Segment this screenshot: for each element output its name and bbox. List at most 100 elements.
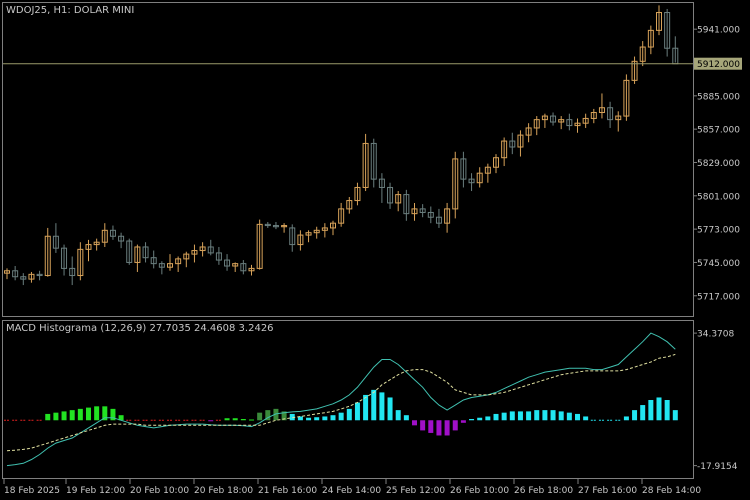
candle[interactable] <box>28 271 35 283</box>
candle[interactable] <box>615 111 622 132</box>
candle[interactable] <box>134 244 141 272</box>
candle[interactable] <box>501 137 508 167</box>
candle[interactable] <box>224 254 231 271</box>
candle[interactable] <box>297 230 304 251</box>
candle[interactable] <box>281 223 288 233</box>
candle[interactable] <box>77 242 84 281</box>
candle[interactable] <box>36 270 43 281</box>
candle[interactable] <box>444 202 451 233</box>
candle[interactable] <box>639 41 646 67</box>
candle[interactable] <box>61 244 68 276</box>
candle[interactable] <box>517 130 524 157</box>
candle[interactable] <box>525 123 532 143</box>
candle[interactable] <box>493 154 499 174</box>
histogram-bar <box>102 406 108 421</box>
candle[interactable] <box>476 167 483 188</box>
candle[interactable] <box>175 256 182 272</box>
candle[interactable] <box>256 219 263 270</box>
candle[interactable] <box>289 224 296 252</box>
candle[interactable] <box>387 182 394 209</box>
candle[interactable] <box>664 8 671 57</box>
candle[interactable] <box>452 151 459 219</box>
candle[interactable] <box>109 225 116 240</box>
candle[interactable] <box>582 113 589 128</box>
candle[interactable] <box>232 262 239 272</box>
candle[interactable] <box>167 254 173 271</box>
candle[interactable] <box>346 196 353 214</box>
candle[interactable] <box>101 223 108 247</box>
candle[interactable] <box>509 132 516 155</box>
candle-body <box>142 246 149 259</box>
histogram-bar <box>395 410 401 421</box>
histogram-bar <box>656 397 662 421</box>
candle[interactable] <box>460 151 467 188</box>
candle-body <box>574 122 581 127</box>
candle-body <box>126 240 133 263</box>
candle[interactable] <box>362 133 369 192</box>
candle-body <box>664 12 671 49</box>
candle[interactable] <box>215 246 222 265</box>
candle[interactable] <box>590 108 597 124</box>
histogram-bar <box>306 417 312 421</box>
histogram-bar <box>338 412 344 421</box>
time-tick-label: 24 Feb 14:00 <box>322 486 381 496</box>
candle[interactable] <box>248 264 255 276</box>
candle[interactable] <box>305 230 312 243</box>
candle[interactable] <box>558 116 565 130</box>
candle[interactable] <box>607 101 614 128</box>
candle[interactable] <box>126 238 133 265</box>
candle[interactable] <box>321 223 328 238</box>
candle[interactable] <box>623 74 630 121</box>
candle[interactable] <box>338 202 345 227</box>
candle[interactable] <box>313 226 320 239</box>
candle[interactable] <box>199 242 206 257</box>
candle[interactable] <box>484 163 491 183</box>
candle[interactable] <box>142 242 149 263</box>
histogram-bar <box>632 410 638 421</box>
candle[interactable] <box>647 25 654 55</box>
candle[interactable] <box>20 273 27 286</box>
candle[interactable] <box>550 112 557 126</box>
candle[interactable] <box>264 221 271 228</box>
candle[interactable] <box>435 208 442 228</box>
candle[interactable] <box>419 204 426 218</box>
candle[interactable] <box>158 261 165 275</box>
candle[interactable] <box>370 138 377 188</box>
candle[interactable] <box>354 182 361 206</box>
candlestick-series[interactable] <box>4 5 679 286</box>
histogram-bar <box>550 410 556 421</box>
candle[interactable] <box>52 223 59 253</box>
candle[interactable] <box>118 232 125 249</box>
candle[interactable] <box>395 191 402 212</box>
candle[interactable] <box>12 266 19 281</box>
candle[interactable] <box>44 227 51 277</box>
candle[interactable] <box>598 93 605 119</box>
candle[interactable] <box>566 113 573 131</box>
candle[interactable] <box>207 239 214 256</box>
candle-body <box>533 119 540 129</box>
candle[interactable] <box>631 56 638 84</box>
candle[interactable] <box>183 251 190 268</box>
price-tick-label: 5745.000 <box>697 259 740 269</box>
candle[interactable] <box>411 202 418 221</box>
candle[interactable] <box>191 244 198 263</box>
candle[interactable] <box>85 239 92 262</box>
candle[interactable] <box>468 173 475 192</box>
candle[interactable] <box>427 206 434 224</box>
candle[interactable] <box>4 268 10 280</box>
candle[interactable] <box>378 173 385 203</box>
candle[interactable] <box>541 113 548 128</box>
candle[interactable] <box>533 116 540 136</box>
candle-body <box>77 248 84 277</box>
candle[interactable] <box>240 260 247 275</box>
candle[interactable] <box>69 256 76 286</box>
current-price-label: 5912.000 <box>694 57 742 70</box>
candle[interactable] <box>403 189 410 221</box>
candle[interactable] <box>150 250 157 269</box>
candle[interactable] <box>330 220 336 236</box>
candle[interactable] <box>272 221 279 230</box>
candle[interactable] <box>574 118 581 133</box>
candle[interactable] <box>93 238 100 251</box>
candle[interactable] <box>656 5 662 36</box>
